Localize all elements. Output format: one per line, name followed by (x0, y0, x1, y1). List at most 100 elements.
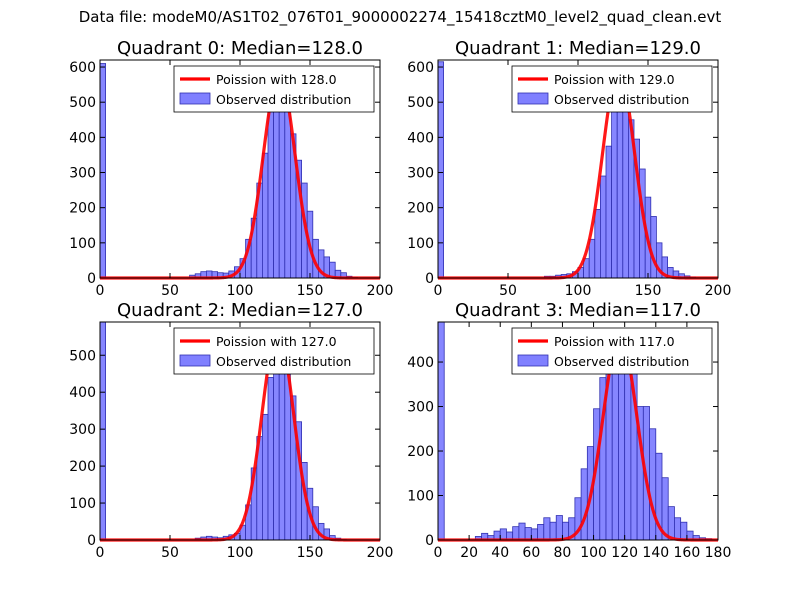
legend-bar-swatch (179, 92, 211, 105)
histogram-bar (512, 526, 520, 541)
y-tick-label: 200 (69, 459, 96, 475)
x-tick-label: 120 (611, 545, 638, 561)
x-tick-label: 80 (554, 545, 572, 561)
histogram-bar (594, 209, 601, 279)
y-tick-label: 300 (407, 166, 434, 182)
y-tick-label: 600 (407, 60, 434, 76)
legend-curve-label: Poission with 117.0 (554, 334, 675, 349)
figure-suptitle: Data file: modeM0/AS1T02_076T01_90000022… (78, 8, 722, 26)
histogram-bar (261, 413, 269, 541)
histogram-bar (267, 377, 274, 541)
x-tick-label: 100 (565, 283, 592, 299)
x-tick-label: 0 (434, 283, 443, 299)
subplot-title: Quadrant 0: Median=128.0 (117, 38, 363, 59)
x-tick-label: 140 (642, 545, 669, 561)
x-tick-label: 150 (297, 545, 324, 561)
legend-curve-label: Poission with 128.0 (216, 72, 337, 87)
y-tick-label: 400 (69, 130, 96, 146)
axes-frame (437, 321, 719, 541)
y-tick-label: 200 (407, 201, 434, 217)
quadrant-3-plot: 0 20 40 60 80 100 120 140 160 1800100200300400Qua… (407, 300, 731, 561)
histogram-bar (99, 321, 106, 541)
histogram-bar (605, 145, 612, 279)
y-tick-label: 400 (69, 385, 96, 401)
legend-bar-swatch (179, 354, 211, 367)
legend-bar-label: Observed distribution (216, 92, 351, 107)
histogram-bar (530, 528, 538, 541)
histogram-bar (437, 61, 444, 279)
x-tick-label: 100 (227, 283, 254, 299)
x-tick-label: 160 (674, 545, 701, 561)
legend-curve-label: Poission with 129.0 (554, 72, 675, 87)
histogram-bar (580, 468, 588, 541)
quadrant-1-plot: 0 50 100 150 200 0 100 200 300 400 500 600 Quadrant … (407, 38, 731, 299)
x-tick-label: 200 (367, 283, 394, 299)
histogram-bar (588, 238, 596, 279)
y-tick-label: 100 (407, 489, 434, 505)
quadrant-0-plot: 0 50 100 150 200 0 100 200 300 400 500 600 Quadrant … (69, 38, 393, 299)
y-tick-label: 500 (407, 95, 434, 111)
histogram-bar (600, 175, 607, 279)
histogram-bar (674, 517, 682, 541)
histogram-bar (524, 527, 532, 541)
histogram-bar (555, 515, 563, 541)
histogram-bar (518, 522, 526, 541)
y-tick-label: 0 (87, 271, 96, 287)
histogram-bar (537, 524, 545, 541)
x-tick-label: 0 (96, 545, 105, 561)
y-tick-label: 100 (69, 496, 96, 512)
subplot-title: Quadrant 1: Median=129.0 (455, 38, 701, 59)
x-tick-label: 0 (434, 545, 443, 561)
x-tick-label: 50 (161, 545, 179, 561)
y-tick-label: 300 (69, 422, 96, 438)
histogram-bar (667, 506, 675, 541)
legend-bar-swatch (517, 92, 549, 105)
histogram-bar (499, 528, 507, 541)
y-tick-label: 500 (69, 348, 96, 364)
x-tick-label: 40 (491, 545, 509, 561)
histogram-bar (437, 321, 445, 541)
histogram-bar (649, 428, 657, 541)
y-tick-label: 200 (407, 444, 434, 460)
legend-bar-label: Observed distribution (216, 354, 351, 369)
histogram-bar (543, 517, 551, 541)
y-tick-label: 200 (69, 201, 96, 217)
y-tick-label: 300 (407, 400, 434, 416)
legend-curve-label: Poission with 127.0 (216, 334, 337, 349)
y-tick-label: 400 (407, 355, 434, 371)
x-tick-label: 0 (96, 283, 105, 299)
y-tick-label: 0 (425, 533, 434, 549)
x-tick-label: 200 (705, 283, 732, 299)
x-tick-label: 20 (460, 545, 478, 561)
x-tick-label: 150 (635, 283, 662, 299)
x-tick-label: 50 (499, 283, 517, 299)
subplot-title: Quadrant 2: Median=127.0 (117, 300, 363, 321)
x-tick-label: 50 (161, 283, 179, 299)
x-tick-label: 150 (297, 283, 324, 299)
x-tick-label: 200 (367, 545, 394, 561)
histogram-bar (611, 105, 618, 279)
legend-bar-label: Observed distribution (554, 354, 689, 369)
quadrant-2-plot: 0 50 100 150 200 0 100 200 300 400 500 Quadrant 2: … (69, 300, 393, 561)
histogram-bar (267, 105, 274, 279)
histogram-bar (99, 63, 106, 279)
y-tick-label: 0 (425, 271, 434, 287)
legend-bar-swatch (517, 354, 549, 367)
x-tick-label: 60 (522, 545, 540, 561)
y-tick-label: 500 (69, 95, 96, 111)
subplot-title: Quadrant 3: Median=117.0 (455, 300, 701, 321)
x-tick-label: 100 (227, 545, 254, 561)
y-tick-label: 100 (407, 236, 434, 252)
histogram-bar (622, 87, 629, 279)
histogram-bar (680, 521, 688, 541)
histogram-bar (650, 216, 657, 279)
x-tick-label: 100 (580, 545, 607, 561)
y-tick-label: 100 (69, 236, 96, 252)
y-tick-label: 600 (69, 60, 96, 76)
legend-bar-label: Observed distribution (554, 92, 689, 107)
y-tick-label: 400 (407, 130, 434, 146)
histogram-bar (549, 521, 557, 541)
y-tick-label: 0 (87, 533, 96, 549)
x-tick-label: 180 (705, 545, 732, 561)
y-tick-label: 300 (69, 166, 96, 182)
